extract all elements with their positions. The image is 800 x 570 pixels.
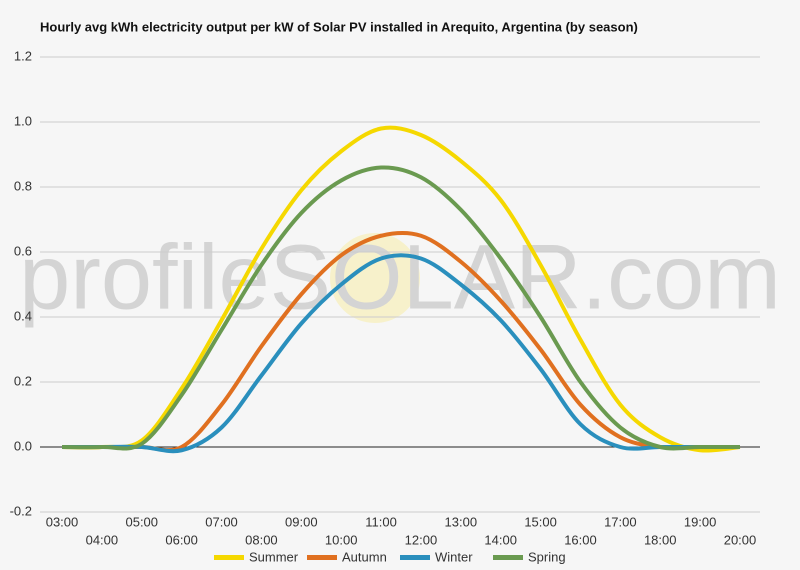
legend-label: Summer [249,549,299,564]
legend-label: Spring [528,549,566,564]
x-tick-label: 16:00 [564,532,597,547]
legend-label: Winter [435,549,473,564]
legend-swatch [307,555,337,560]
x-tick-label: 19:00 [684,514,717,529]
y-tick-label: 0.4 [14,308,32,323]
x-tick-label: 08:00 [245,532,278,547]
x-tick-label: 03:00 [46,514,79,529]
legend-label: Autumn [342,549,387,564]
watermark: profileSOLAR.com [19,226,781,328]
series-line [62,253,740,454]
x-tick-label: 12:00 [405,532,438,547]
x-tick-label: 09:00 [285,514,318,529]
y-tick-label: -0.2 [10,503,32,518]
x-tick-label: 18:00 [644,532,677,547]
y-tick-label: 1.0 [14,113,32,128]
x-tick-label: 14:00 [484,532,517,547]
chart-title: Hourly avg kWh electricity output per kW… [40,19,638,34]
y-tick-label: 0.2 [14,373,32,388]
legend-swatch [214,555,244,560]
x-tick-label: 11:00 [365,514,397,529]
series-line [61,125,741,453]
x-tick-label: 06:00 [165,532,198,547]
x-tick-label: 04:00 [86,532,119,547]
y-tick-label: 0.8 [14,178,32,193]
y-tick-label: 1.2 [14,48,32,63]
x-tick-label: 15:00 [524,514,557,529]
series-line [61,165,740,451]
x-tick-label: 13:00 [445,514,478,529]
x-tick-label: 05:00 [125,514,158,529]
legend-swatch [400,555,430,560]
x-tick-label: 07:00 [205,514,238,529]
y-tick-label: 0.0 [14,438,32,453]
x-tick-label: 17:00 [604,514,637,529]
series-line [62,230,740,453]
y-tick-label: 0.6 [14,243,32,258]
x-tick-label: 20:00 [724,532,757,547]
legend-swatch [493,555,523,560]
x-tick-label: 10:00 [325,532,358,547]
